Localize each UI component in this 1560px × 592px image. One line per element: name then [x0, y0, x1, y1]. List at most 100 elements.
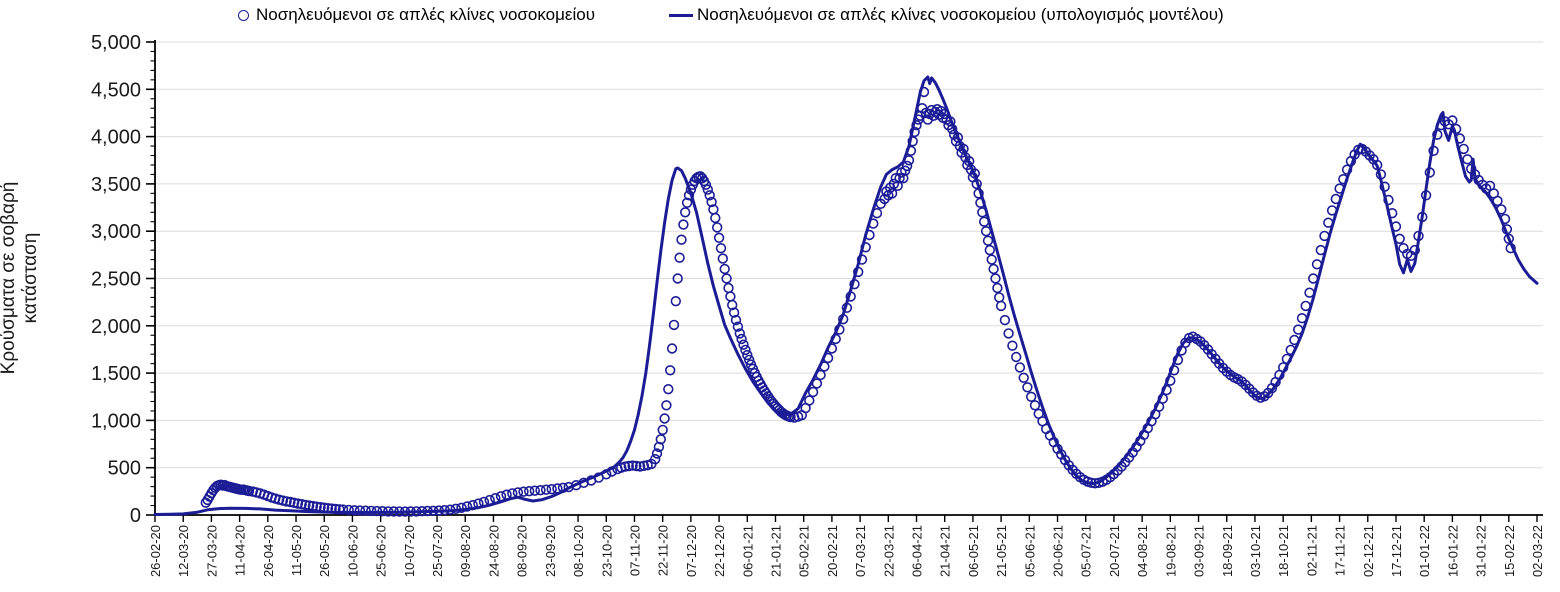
scatter-point [337, 504, 349, 515]
x-tick-label: 17-12-21 [1389, 525, 1404, 577]
scatter-point [1496, 204, 1507, 215]
scatter-point [529, 485, 540, 496]
scatter-point [281, 496, 292, 507]
scatter-point [1292, 324, 1304, 335]
x-tick-label: 22-12-20 [712, 525, 727, 577]
scatter-point [360, 505, 371, 516]
scatter-point [445, 504, 456, 515]
scatter-point [478, 496, 490, 508]
scatter-point [1386, 208, 1398, 219]
scatter-point [563, 481, 574, 493]
scatter-point [638, 460, 650, 471]
scatter-point [1458, 143, 1469, 155]
scatter-point [1375, 169, 1387, 180]
scatter-point [1462, 154, 1473, 165]
scatter-point [811, 378, 823, 389]
scatter-point [366, 505, 377, 517]
scatter-point [1315, 244, 1327, 256]
scatter-point [416, 506, 428, 517]
x-tick-label: 23-10-20 [599, 525, 614, 577]
scatter-point [826, 343, 838, 354]
scatter-point [980, 226, 992, 237]
x-tick-label: 23-09-20 [543, 525, 558, 577]
scatter-point [1338, 174, 1349, 185]
y-tick-label: 500 [108, 458, 141, 480]
scatter-point [649, 454, 661, 465]
x-tick-label: 04-08-21 [1135, 525, 1150, 577]
scatter-point [710, 212, 721, 224]
scatter-point [1022, 382, 1033, 393]
scatter-point [903, 155, 915, 166]
scatter-point [973, 188, 984, 199]
x-tick-label: 07-03-21 [853, 525, 868, 577]
scatter-point [736, 333, 747, 345]
scatter-point [898, 173, 909, 184]
x-tick-label: 27-03-20 [204, 525, 219, 577]
x-tick-label: 18-09-21 [1220, 525, 1235, 577]
scatter-point [484, 494, 495, 506]
scatter-point [1409, 244, 1421, 256]
scatter-point [1165, 375, 1176, 386]
legend-observed-label: Νοσηλευόμενοι σε απλές κλίνες νοσοκομείο… [256, 5, 596, 24]
scatter-point [939, 108, 950, 120]
scatter-point [523, 486, 535, 497]
scatter-point [661, 400, 672, 411]
x-tick-label: 20-06-21 [1051, 525, 1066, 577]
x-tick-label: 17-11-21 [1333, 525, 1348, 576]
scatter-point [1341, 164, 1353, 175]
scatter-point [1157, 393, 1169, 404]
scatter-point [901, 160, 913, 172]
scatter-point [326, 503, 337, 514]
x-tick-label: 15-02-22 [1502, 525, 1517, 577]
x-tick-label: 07-11-20 [627, 525, 642, 576]
scatter-point [738, 339, 749, 350]
scatter-point [1323, 217, 1334, 228]
scatter-point [1420, 190, 1432, 201]
x-tick-label: 11-05-20 [289, 525, 304, 576]
scatter-point [349, 505, 360, 516]
scatter-point [1289, 334, 1300, 346]
scatter-point [721, 273, 732, 284]
scatter-point [1285, 344, 1296, 356]
y-tick-label: 4,000 [91, 127, 141, 149]
y-axis-title-line1: Κρούσματα σε σοβαρή [0, 181, 20, 375]
scatter-point [666, 343, 678, 354]
x-tick-label: 03-10-21 [1248, 525, 1263, 577]
scatter-point [868, 218, 879, 229]
scatter-point [467, 500, 478, 511]
legend-item-model: Νοσηλευόμενοι σε απλές κλίνες νοσοκομείο… [669, 5, 1224, 25]
scatter-point [1300, 300, 1311, 312]
scatter-point [1505, 243, 1516, 254]
y-tick-label: 5,000 [91, 32, 141, 54]
scatter-point [946, 123, 958, 135]
scatter-point [1304, 287, 1315, 298]
scatter-point [732, 321, 744, 332]
scatter-point [619, 461, 631, 472]
scatter-point [461, 501, 473, 512]
scatter-point [428, 505, 439, 516]
scatter-point [1501, 224, 1513, 235]
scatter-point [679, 207, 691, 218]
scatter-point [704, 190, 715, 201]
scatter-point [663, 384, 674, 395]
model-line [153, 75, 1539, 516]
scatter-point [1326, 205, 1338, 216]
scatter-point [450, 503, 461, 514]
scatter-point [512, 487, 524, 498]
scatter-point [1492, 195, 1503, 207]
scatter-point [1277, 362, 1289, 373]
y-tick-label: 3,500 [91, 174, 141, 196]
scatter-point [892, 180, 903, 192]
scatter-point [849, 279, 860, 290]
scatter-point [546, 484, 557, 495]
scatter-point [706, 196, 717, 208]
scatter-point [631, 460, 642, 472]
scatter-point [911, 119, 922, 131]
scatter-point [977, 207, 988, 218]
scatter-point [742, 349, 753, 361]
scatter-point [1319, 230, 1330, 242]
open-circle-marker-icon [238, 9, 249, 21]
scatter-point [377, 506, 388, 517]
scatter-point [1007, 340, 1018, 351]
scatter-point [886, 188, 898, 199]
